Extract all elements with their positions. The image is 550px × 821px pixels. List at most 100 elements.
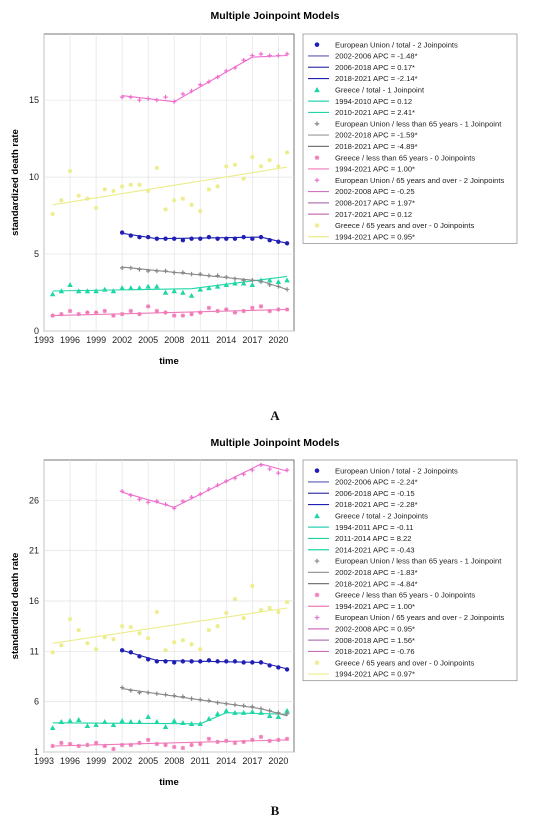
data-point: [215, 482, 220, 488]
data-point: [275, 714, 282, 719]
data-point: [284, 277, 290, 283]
data-point: [189, 495, 194, 500]
data-point: [128, 742, 134, 748]
data-point: [137, 267, 142, 272]
data-point: [214, 283, 221, 289]
data-point: [284, 241, 290, 246]
legend-label: 2018-2021 APC = -0.76: [335, 647, 415, 656]
data-point: [128, 650, 134, 655]
y-axis-title: standardized death rate: [10, 129, 21, 236]
legend-label: 2018-2021 APC = -4.89*: [335, 142, 418, 151]
legend-label: 2002-2018 APC = -1.59*: [335, 131, 418, 140]
data-point: [137, 690, 142, 695]
data-point: [267, 157, 272, 163]
data-point: [119, 648, 125, 653]
joinpoint-fit-line: [52, 607, 288, 644]
data-point: [154, 659, 160, 664]
data-point: [198, 310, 203, 315]
data-point: [111, 637, 116, 642]
legend-marker: [314, 512, 320, 519]
data-point: [171, 718, 177, 723]
data-point: [215, 273, 220, 278]
grid: [43, 34, 294, 332]
data-point: [198, 697, 203, 702]
legend-marker: [314, 155, 320, 160]
data-point: [119, 742, 125, 748]
data-point: [198, 659, 203, 664]
data-point: [145, 268, 151, 274]
data-point: [276, 284, 281, 289]
data-point: [189, 202, 194, 208]
data-point: [250, 737, 255, 743]
data-point: [137, 630, 142, 636]
data-point: [137, 740, 142, 746]
data-point: [241, 308, 246, 314]
data-point: [276, 609, 281, 615]
data-point: [145, 636, 151, 641]
data-point: [50, 743, 55, 749]
legend-label: Greece / less than 65 years - 0 Joinpoin…: [335, 153, 475, 162]
data-point: [189, 236, 194, 241]
data-point: [85, 310, 90, 315]
y-tick-label: 5: [34, 249, 39, 259]
legend-label: European Union / less than 65 years - 1 …: [335, 119, 502, 128]
x-tick-label: 2020: [268, 335, 288, 345]
legend-marker: [314, 558, 320, 564]
data-point: [198, 492, 203, 497]
data-point: [189, 311, 194, 317]
data-point: [276, 710, 281, 715]
legend-marker: [314, 86, 320, 93]
data-point: [224, 701, 229, 706]
data-point: [76, 627, 81, 633]
data-point: [180, 313, 186, 318]
legend-marker: [314, 177, 320, 183]
data-point: [50, 211, 55, 217]
data-point: [128, 182, 134, 188]
chart-title: Multiple Joinpoint Models: [211, 437, 340, 449]
data-point: [154, 308, 160, 314]
legend-marker: [314, 592, 320, 598]
data-point: [119, 623, 125, 629]
y-tick-label: 15: [29, 95, 39, 105]
legend-label: 2008-2017 APC = 1.97*: [335, 198, 415, 207]
data-point: [76, 193, 81, 198]
data-point: [250, 53, 255, 58]
data-series: [49, 707, 290, 731]
data-point: [180, 638, 186, 643]
data-point: [249, 708, 256, 714]
plot-area: [43, 33, 295, 332]
data-point: [215, 623, 220, 629]
data-point: [232, 310, 238, 315]
data-point: [232, 280, 238, 286]
data-point: [224, 164, 229, 169]
x-tick-label: 2005: [138, 756, 158, 766]
data-point: [232, 162, 238, 168]
data-point: [84, 723, 91, 729]
legend-label: Greece / total - 1 Joinpoint: [335, 85, 425, 94]
data-point: [214, 710, 221, 716]
data-point: [163, 742, 168, 748]
data-point: [128, 94, 134, 100]
data-point: [258, 279, 264, 284]
data-point: [145, 188, 151, 194]
data-point: [172, 660, 177, 665]
data-point: [241, 615, 246, 621]
data-point: [215, 739, 220, 745]
data-point: [249, 282, 256, 288]
data-point: [276, 53, 281, 58]
data-point: [240, 280, 247, 286]
data-point: [241, 234, 246, 240]
data-point: [128, 719, 134, 724]
data-point: [58, 719, 65, 724]
joinpoint-fit-line: [52, 712, 288, 725]
data-point: [241, 176, 246, 181]
data-point: [162, 289, 169, 295]
data-point: [85, 641, 90, 646]
data-point: [128, 493, 134, 498]
data-point: [197, 721, 203, 727]
data-point: [198, 208, 203, 214]
data-point: [76, 311, 81, 317]
joinpoint-chart-a: Multiple Joinpoint Models 1993 1996 1999 200…: [10, 10, 518, 367]
data-point: [136, 719, 143, 724]
data-point: [215, 308, 220, 314]
